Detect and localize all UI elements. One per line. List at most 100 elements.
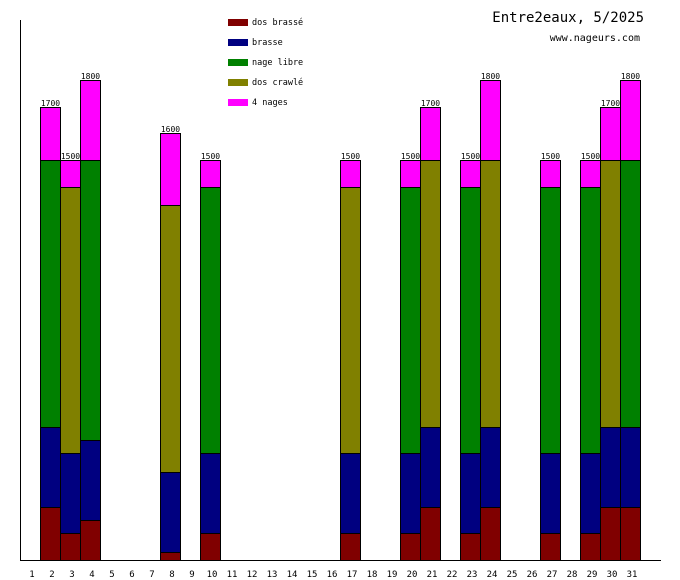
x-tick-label: 11 xyxy=(227,570,238,580)
total-label-day-21: 1700 xyxy=(421,99,440,108)
total-label-day-30: 1700 xyxy=(601,99,620,108)
legend-swatch-dos-crawlé xyxy=(228,79,248,86)
bar-segment-day-2-nage-libre xyxy=(40,160,61,428)
bar-segment-day-21-brasse xyxy=(420,427,441,508)
x-tick-label: 8 xyxy=(169,570,174,580)
bar-segment-day-21-4-nages xyxy=(420,107,441,161)
bar-segment-day-17-brasse xyxy=(340,453,361,534)
bar-segment-day-4-nage-libre xyxy=(80,160,101,441)
x-tick-label: 18 xyxy=(367,570,378,580)
x-tick-label: 22 xyxy=(447,570,458,580)
bar-segment-day-8-4-nages xyxy=(160,133,181,206)
bar-segment-day-3-dos-crawlé xyxy=(60,187,81,454)
total-label-day-8: 1600 xyxy=(161,125,180,134)
bar-segment-day-31-dos-brassé xyxy=(620,507,641,561)
total-label-day-4: 1800 xyxy=(81,72,100,81)
bar-segment-day-27-nage-libre xyxy=(540,187,561,454)
bar-segment-day-21-dos-brassé xyxy=(420,507,441,561)
bar-segment-day-8-dos-brassé xyxy=(160,552,181,561)
bar-segment-day-3-dos-brassé xyxy=(60,533,81,561)
x-tick-label: 26 xyxy=(527,570,538,580)
bar-segment-day-4-brasse xyxy=(80,440,101,521)
x-tick-label: 27 xyxy=(547,570,558,580)
bar-segment-day-2-dos-brassé xyxy=(40,507,61,561)
legend: dos brassé brasse nage libre dos crawlé 4 na… xyxy=(228,17,303,108)
bar-segment-day-24-dos-crawlé xyxy=(480,160,501,428)
x-tick-label: 13 xyxy=(267,570,278,580)
bar-segment-day-17-dos-crawlé xyxy=(340,187,361,454)
bar-segment-day-30-dos-crawlé xyxy=(600,160,621,428)
total-label-day-24: 1800 xyxy=(481,72,500,81)
x-tick-label: 23 xyxy=(467,570,478,580)
x-tick-label: 9 xyxy=(189,570,194,580)
bar-segment-day-20-4-nages xyxy=(400,160,421,188)
legend-label: brasse xyxy=(252,38,283,48)
bar-segment-day-29-4-nages xyxy=(580,160,601,188)
total-label-day-2: 1700 xyxy=(41,99,60,108)
x-tick-label: 30 xyxy=(607,570,618,580)
bar-segment-day-30-dos-brassé xyxy=(600,507,621,561)
bar-segment-day-10-dos-brassé xyxy=(200,533,221,561)
bar-segment-day-10-brasse xyxy=(200,453,221,534)
x-tick-label: 29 xyxy=(587,570,598,580)
bar-segment-day-24-4-nages xyxy=(480,80,501,161)
legend-label: dos crawlé xyxy=(252,77,303,88)
bar-segment-day-27-4-nages xyxy=(540,160,561,188)
bar-segment-day-23-brasse xyxy=(460,453,481,534)
bar-segment-day-27-brasse xyxy=(540,453,561,534)
bar-segment-day-30-brasse xyxy=(600,427,621,508)
bar-segment-day-20-brasse xyxy=(400,453,421,534)
x-tick-label: 12 xyxy=(247,570,258,580)
bar-segment-day-4-dos-brassé xyxy=(80,520,101,561)
legend-swatch-nage-libre xyxy=(228,59,248,66)
bar-segment-day-17-4-nages xyxy=(340,160,361,188)
bar-segment-day-23-dos-brassé xyxy=(460,533,481,561)
total-label-day-27: 1500 xyxy=(541,152,560,161)
bar-segment-day-31-4-nages xyxy=(620,80,641,161)
total-label-day-31: 1800 xyxy=(621,72,640,81)
x-tick-label: 6 xyxy=(129,570,134,580)
total-label-day-3: 1500 xyxy=(61,152,80,161)
x-tick-label: 2 xyxy=(49,570,54,580)
x-tick-label: 15 xyxy=(307,570,318,580)
legend-swatch-brasse xyxy=(228,39,248,46)
x-tick-label: 1 xyxy=(29,570,34,580)
x-tick-label: 20 xyxy=(407,570,418,580)
legend-label: dos brassé xyxy=(252,17,303,28)
total-label-day-17: 1500 xyxy=(341,152,360,161)
bar-segment-day-24-dos-brassé xyxy=(480,507,501,561)
legend-label: 4 nages xyxy=(252,98,288,108)
bar-segment-day-17-dos-brassé xyxy=(340,533,361,561)
total-label-day-10: 1500 xyxy=(201,152,220,161)
legend-swatch-4-nages xyxy=(228,99,248,106)
x-tick-label: 28 xyxy=(567,570,578,580)
bar-segment-day-23-nage-libre xyxy=(460,187,481,454)
bar-segment-day-29-dos-brassé xyxy=(580,533,601,561)
bar-segment-day-27-dos-brassé xyxy=(540,533,561,561)
bar-segment-day-2-brasse xyxy=(40,427,61,508)
x-tick-label: 31 xyxy=(627,570,638,580)
bar-segment-day-31-nage-libre xyxy=(620,160,641,428)
bar-segment-day-3-brasse xyxy=(60,453,81,534)
x-tick-label: 10 xyxy=(207,570,218,580)
x-tick-label: 16 xyxy=(327,570,338,580)
bar-segment-day-30-4-nages xyxy=(600,107,621,161)
bar-segment-day-29-nage-libre xyxy=(580,187,601,454)
bar-segment-day-10-nage-libre xyxy=(200,187,221,454)
x-tick-labels: 1 2 3 4 5 6 7 8 9 10 11 12 13 14 15 16 17 18 19 20 21 22 23 24 2… xyxy=(29,570,637,580)
bar-segment-day-24-brasse xyxy=(480,427,501,508)
bar-segment-day-29-brasse xyxy=(580,453,601,534)
x-tick-label: 25 xyxy=(507,570,518,580)
total-label-day-20: 1500 xyxy=(401,152,420,161)
bar-segment-day-2-4-nages xyxy=(40,107,61,161)
bar-segment-day-20-nage-libre xyxy=(400,187,421,454)
bars-layer xyxy=(40,80,641,561)
bar-segment-day-23-4-nages xyxy=(460,160,481,188)
x-tick-label: 21 xyxy=(427,570,438,580)
bar-segment-day-21-dos-crawlé xyxy=(420,160,441,428)
x-tick-label: 17 xyxy=(347,570,358,580)
x-tick-label: 19 xyxy=(387,570,398,580)
value-labels-layer: 1700 1500 1800 1600 1500 1500 1500 1700 1500 1800… xyxy=(41,72,640,161)
bar-segment-day-4-4-nages xyxy=(80,80,101,161)
